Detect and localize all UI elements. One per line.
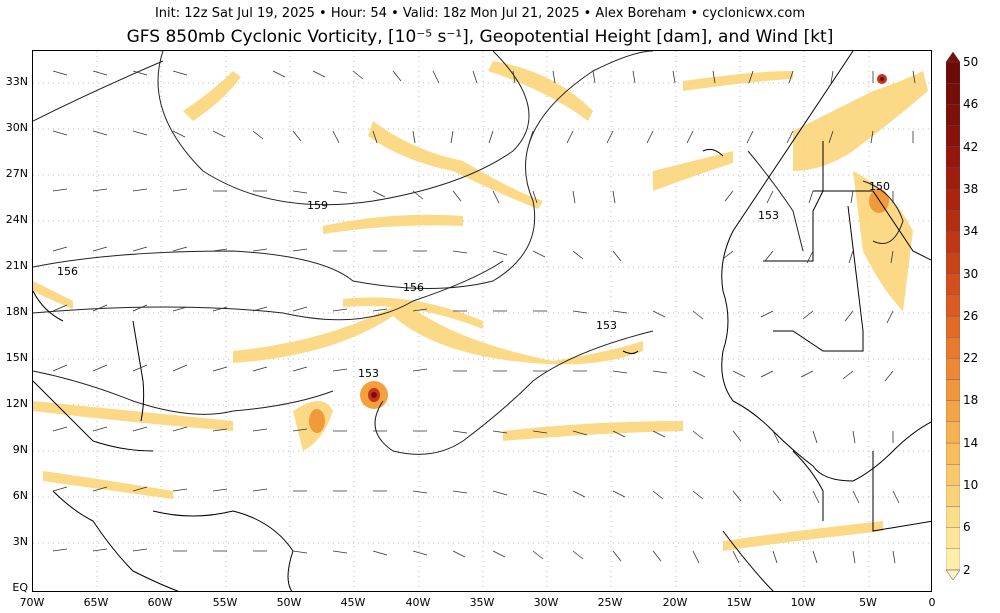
lat-label: 15N — [5, 351, 28, 364]
colorbar-step — [946, 167, 960, 190]
colorbar-step — [946, 485, 960, 507]
colorbar-step — [946, 188, 960, 211]
height-label: 150 — [869, 180, 890, 193]
colorbar-step — [946, 358, 960, 380]
colorbar-tick-label: 50 — [963, 55, 979, 69]
colorbar-tick-label: 2 — [963, 562, 971, 577]
colorbar-step — [946, 464, 960, 486]
height-label: 156 — [57, 265, 78, 278]
chart-title: GFS 850mb Cyclonic Vorticity, [10⁻⁵ s⁻¹]… — [126, 27, 834, 47]
lat-label: 33N — [5, 75, 28, 88]
lat-lon-grid — [33, 51, 931, 591]
colorbar-tick-label: 18 — [963, 393, 979, 408]
colorbar-tick-label: 22 — [963, 351, 979, 366]
colorbar-tick-label: 42 — [963, 139, 979, 154]
colorbar-step — [946, 210, 960, 232]
colorbar-step — [946, 146, 960, 168]
colorbar-step — [946, 548, 960, 571]
map-panel: 159 156 156 153 153 153 150 — [32, 50, 932, 592]
colorbar-tick-label: 46 — [963, 97, 979, 112]
colorbar-step — [946, 83, 960, 105]
lat-label: 18N — [5, 305, 28, 318]
lat-label: 9N — [12, 443, 28, 456]
lat-label: 24N — [5, 213, 28, 226]
height-label: 153 — [758, 209, 779, 222]
lon-label: 35W — [469, 596, 495, 609]
height-label: 153 — [596, 319, 617, 332]
vorticity-map — [33, 51, 931, 591]
lat-label: 21N — [5, 259, 28, 272]
lon-label: 40W — [405, 596, 431, 609]
vorticity-shading — [33, 61, 928, 551]
lon-label: 65W — [83, 596, 109, 609]
colorbar-tick-label: 34 — [963, 224, 979, 239]
coastlines — [33, 51, 931, 591]
height-label: 159 — [307, 199, 328, 212]
vorticity-maxima — [309, 74, 889, 433]
lat-label: 6N — [12, 489, 28, 502]
colorbar-tick-label: 10 — [963, 478, 979, 492]
lat-label: 27N — [5, 167, 28, 180]
lat-label: 12N — [5, 397, 28, 410]
lon-label: 70W — [19, 596, 45, 609]
lon-label: 25W — [597, 596, 623, 609]
lon-label: 15W — [726, 596, 752, 609]
colorbar-step — [946, 252, 960, 274]
lon-label: 5W — [859, 596, 877, 609]
colorbar-step — [946, 294, 960, 317]
height-label: 153 — [358, 367, 379, 380]
colorbar-step — [946, 315, 960, 338]
lat-label: 3N — [12, 535, 28, 548]
colorbar-step — [946, 61, 960, 84]
colorbar-tick-label: 6 — [963, 520, 971, 535]
colorbar — [946, 52, 960, 580]
colorbar-step — [946, 400, 960, 422]
colorbar-step — [946, 421, 960, 444]
colorbar-step — [946, 337, 960, 359]
colorbar-tick-label: 26 — [963, 308, 979, 323]
colorbar-step — [946, 104, 960, 126]
colorbar-step — [946, 379, 960, 401]
colorbar-step — [946, 442, 960, 465]
colorbar-step — [946, 527, 960, 549]
lon-label: 45W — [340, 596, 366, 609]
lat-label: 30N — [5, 121, 28, 134]
lon-label: 20W — [662, 596, 688, 609]
height-label: 156 — [403, 281, 424, 294]
lon-label: 55W — [212, 596, 238, 609]
colorbar-step — [946, 231, 960, 253]
colorbar-step — [946, 506, 960, 528]
lon-label: 0 — [928, 596, 936, 609]
lon-label: 60W — [147, 596, 173, 609]
colorbar-step — [946, 125, 960, 147]
lon-label: 10W — [790, 596, 816, 609]
colorbar-tick-label: 38 — [963, 181, 979, 196]
lat-label: EQ — [12, 581, 28, 594]
colorbar-tick-label: 14 — [963, 435, 979, 450]
lon-label: 50W — [276, 596, 302, 609]
colorbar-step — [946, 273, 960, 295]
header-init-line: Init: 12z Sat Jul 19, 2025 • Hour: 54 • … — [154, 6, 806, 21]
height-contours — [33, 51, 904, 455]
colorbar-tick-label: 30 — [963, 266, 979, 281]
wind-barbs — [52, 70, 916, 564]
lon-label: 30W — [533, 596, 559, 609]
